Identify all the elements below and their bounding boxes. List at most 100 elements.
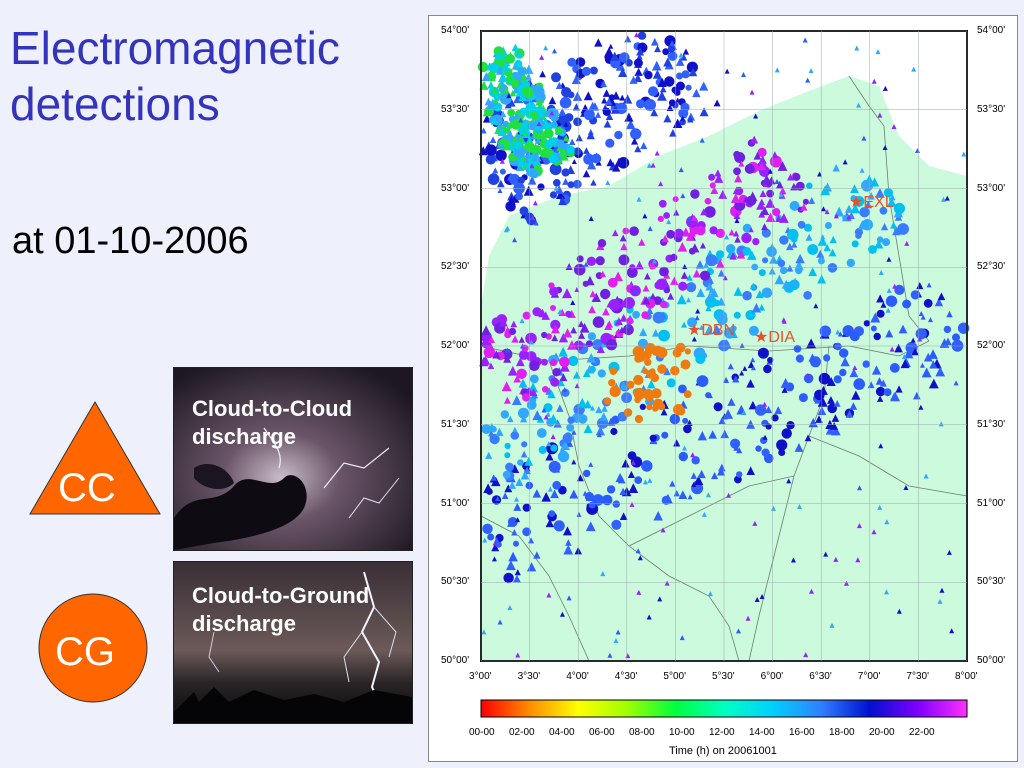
cc-detection-point: [551, 118, 559, 126]
cg-detection-point: [641, 311, 650, 319]
cc-detection-point: [577, 320, 585, 327]
cc-detection-point: [750, 135, 759, 144]
cg-detection-point: [521, 441, 528, 448]
detection-points: [477, 31, 970, 659]
cc-detection-point: [864, 200, 873, 209]
cg-detection-point: [528, 360, 540, 371]
cg-detection-point: [482, 523, 493, 534]
cc-detection-point: [582, 169, 591, 178]
cc-detection-point: [494, 50, 504, 60]
cc-detection-point: [946, 310, 953, 318]
cg-detection-point: [595, 272, 603, 280]
caption-line-1: Cloud-to-Ground: [192, 583, 370, 608]
cc-detection-point: [910, 337, 916, 343]
cg-detection-point: [647, 343, 655, 351]
cg-detection-point: [591, 153, 602, 164]
cg-detection-point: [568, 355, 579, 367]
cc-detection-point: [570, 326, 577, 334]
cc-detection-point: [610, 104, 620, 114]
cc-detection-point: [651, 60, 662, 71]
cc-detection-point: [845, 204, 854, 213]
cc-detection-point: [525, 73, 532, 80]
cc-detection-point: [492, 540, 498, 546]
cg-detection-point: [519, 206, 529, 216]
cc-detection-point: [845, 410, 854, 418]
cc-detection-point: [790, 277, 800, 287]
cc-detection-point: [680, 115, 686, 121]
cc-detection-point: [507, 604, 513, 610]
cc-detection-point: [934, 297, 944, 307]
cg-detection-point: [566, 145, 575, 155]
cg-detection-point: [766, 246, 777, 257]
cc-detection-point: [753, 113, 759, 119]
cc-detection-point: [739, 370, 745, 376]
cg-detection-point: [516, 368, 527, 379]
cc-detection-point: [696, 288, 706, 298]
cg-detection-point: [636, 99, 646, 109]
cg-detection-point: [658, 329, 670, 342]
cg-detection-point: [766, 189, 774, 198]
cg-detection-point: [755, 404, 767, 416]
cc-detection-point: [704, 325, 714, 335]
cc-detection-point: [515, 652, 521, 658]
cg-detection-point: [752, 238, 760, 246]
cc-detection-point: [546, 441, 552, 447]
cg-detection-point: [510, 78, 520, 88]
cg-detection-point: [654, 281, 663, 290]
cg-detection-point: [842, 325, 854, 337]
cg-detection-point: [806, 182, 813, 190]
cg-detection-point: [504, 452, 511, 459]
cc-detection-point: [885, 307, 891, 313]
cg-detection-point: [605, 138, 615, 148]
cc-detection-point: [890, 221, 898, 229]
colorbar-tick-label: 00-00: [469, 727, 495, 738]
cg-detection-point: [538, 446, 547, 454]
cg-detection-point: [541, 331, 548, 339]
cg-detection-point: [530, 111, 537, 119]
cloud-to-cloud-caption: Cloud-to-Cloud discharge: [192, 395, 352, 451]
cg-detection-point: [772, 208, 781, 217]
cc-detection-point: [686, 419, 693, 427]
cc-detection-point: [505, 225, 511, 231]
cloud-to-ground-photo: Cloud-to-Ground discharge: [173, 561, 413, 724]
cc-detection-point: [555, 81, 563, 90]
cc-detection-point: [898, 324, 908, 334]
cc-detection-point: [618, 326, 626, 333]
cc-detection-point: [624, 35, 632, 43]
cg-detection-point: [483, 346, 496, 358]
cc-detection-point: [765, 212, 776, 223]
star-icon: ★: [687, 322, 702, 339]
cc-detection-point: [496, 82, 503, 89]
cc-detection-point: [746, 419, 756, 429]
cc-detection-point: [550, 434, 556, 440]
cg-detection-point: [686, 216, 698, 228]
cc-detection-point: [703, 262, 710, 269]
cg-detection-point: [623, 408, 633, 417]
cc-detection-point: [699, 324, 705, 330]
cc-detection-point: [611, 229, 619, 237]
cg-detection-point: [734, 475, 742, 484]
cc-detection-point: [605, 98, 613, 105]
cc-detection-point: [590, 405, 596, 411]
cg-detection-point: [485, 144, 497, 156]
cc-detection-point: [732, 375, 740, 383]
cg-detection-point: [485, 154, 496, 165]
cc-detection-point: [487, 335, 495, 343]
cc-detection-point: [572, 91, 583, 101]
cc-detection-point: [710, 186, 719, 195]
cc-detection-point: [669, 480, 676, 487]
cc-detection-point: [731, 331, 738, 338]
cg-detection-point: [589, 66, 598, 75]
cc-detection-point: [497, 72, 508, 83]
longitude-label: 6°30': [809, 671, 832, 682]
cg-detection-point: [585, 340, 593, 348]
cc-detection-point: [680, 271, 689, 279]
latitude-label: 53°00': [977, 182, 1006, 194]
cc-detection-point: [636, 196, 642, 202]
cg-detection-point: [600, 288, 611, 300]
cc-detection-point: [543, 414, 549, 420]
cg-detection-point: [597, 239, 607, 248]
cg-detection-point: [505, 53, 516, 64]
cc-detection-point: [686, 112, 695, 121]
cg-detection-point: [487, 173, 500, 185]
